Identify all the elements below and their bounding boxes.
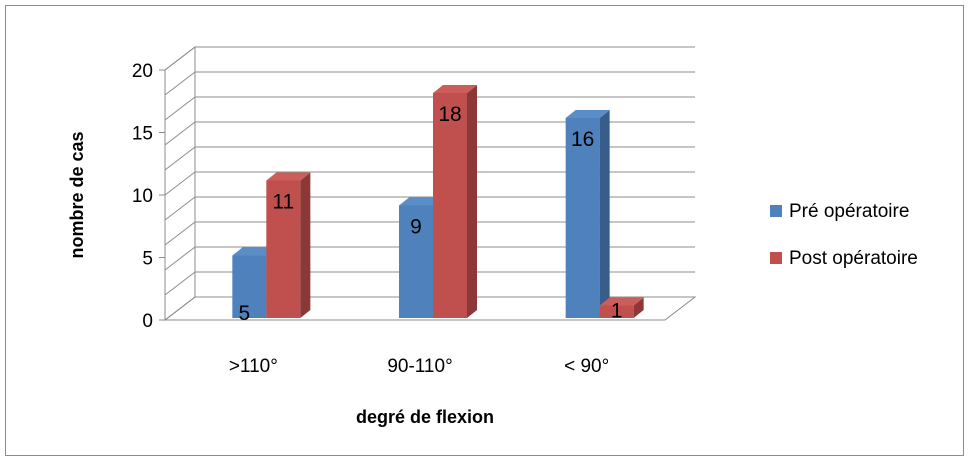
y-tick-label: 10 — [132, 186, 153, 207]
bar — [399, 205, 433, 318]
gridline-side — [164, 296, 196, 321]
gridline-side — [164, 71, 196, 96]
x-axis-title: degré de flexion — [356, 407, 494, 427]
bar-top — [232, 247, 277, 256]
gridline-side — [164, 96, 196, 121]
gridline-side — [164, 146, 196, 171]
data-label: 18 — [438, 103, 461, 126]
data-label: 5 — [238, 302, 250, 325]
bar-side — [467, 85, 477, 318]
legend-label: Pré opératoire — [789, 201, 909, 222]
bar-top — [399, 197, 443, 206]
legend-label: Post opératoire — [789, 248, 918, 269]
data-label: 1 — [611, 300, 623, 323]
data-label: 11 — [272, 191, 294, 214]
gridline-side — [164, 271, 196, 296]
bar-top — [433, 85, 477, 93]
y-tick-label: 0 — [142, 311, 153, 332]
x-tick-label: 90-110° — [387, 356, 452, 377]
gridline-side — [164, 171, 196, 196]
legend-swatch — [770, 252, 782, 264]
bar-top — [599, 297, 644, 306]
y-tick-label: 20 — [132, 61, 153, 82]
bar — [266, 180, 301, 318]
gridline-side — [164, 121, 196, 146]
gridline-side — [164, 196, 196, 221]
y-axis-title: nombre de cas — [67, 131, 87, 258]
gridline-side — [164, 221, 196, 246]
bar-side — [633, 297, 644, 318]
legend-swatch — [770, 205, 782, 217]
bar-side — [599, 110, 610, 318]
y-tick-label: 5 — [142, 249, 153, 270]
bar — [565, 118, 600, 318]
data-label: 9 — [410, 216, 422, 239]
bar-side — [300, 172, 311, 318]
gridline-side — [164, 246, 196, 271]
bar — [232, 255, 267, 318]
bar-top — [565, 110, 610, 118]
bar-top — [266, 172, 311, 181]
data-label: 16 — [571, 128, 594, 151]
bar — [599, 305, 634, 318]
x-tick-label: < 90° — [564, 356, 609, 377]
x-tick-label: >110° — [229, 356, 278, 377]
y-tick-label: 15 — [132, 124, 153, 145]
gridline-side — [164, 46, 196, 71]
bar — [433, 93, 467, 318]
